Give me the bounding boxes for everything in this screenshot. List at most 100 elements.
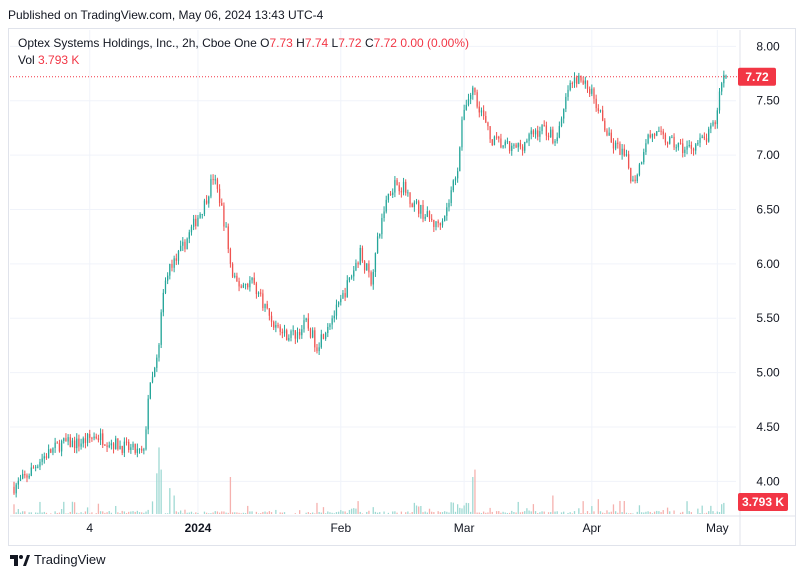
volume-bar <box>240 513 242 514</box>
volume-bar <box>279 512 281 514</box>
chart-frame[interactable] <box>8 28 796 546</box>
candle-body <box>234 275 236 277</box>
volume-bar <box>151 501 154 514</box>
volume-bar <box>167 513 169 514</box>
x-tick-label: May <box>706 521 729 535</box>
volume-bar <box>76 512 78 514</box>
volume-bar <box>238 512 240 514</box>
volume-bar <box>461 508 463 514</box>
symbol-label: Optex Systems Holdings, Inc., 2h, Cboe O… <box>18 36 257 50</box>
candle-body <box>115 438 117 450</box>
candle-body <box>82 438 84 444</box>
volume-bar <box>621 512 623 514</box>
candle-body <box>125 441 128 443</box>
candle-body <box>86 434 89 443</box>
candle-body <box>524 142 526 151</box>
close-label: C <box>364 36 374 50</box>
volume-bar <box>604 513 606 514</box>
candle-body <box>508 141 511 151</box>
candle-body <box>662 131 664 135</box>
candle-body <box>554 141 556 143</box>
candle-body <box>179 245 182 252</box>
candle-body <box>573 77 576 84</box>
volume-bar <box>450 502 452 514</box>
candle-body <box>682 143 684 154</box>
volume-bar <box>283 512 286 514</box>
low-value: 7.72 <box>338 36 362 50</box>
candle-body <box>448 202 450 208</box>
candle-body <box>238 281 240 287</box>
volume-bar <box>242 512 245 514</box>
candle-body <box>415 201 418 203</box>
candle-body <box>225 226 227 228</box>
volume-bar <box>104 512 106 514</box>
candle-body <box>93 436 95 439</box>
volume-bar <box>210 513 212 514</box>
candle-body <box>723 74 725 84</box>
y-tick-label: 6.50 <box>756 202 780 216</box>
candle-body <box>43 456 45 459</box>
candle-body <box>396 180 398 186</box>
volume-bar <box>392 511 394 514</box>
candle-body <box>273 321 275 328</box>
volume-bar <box>502 511 504 514</box>
volume-bar <box>309 513 312 514</box>
candle-body <box>480 110 483 113</box>
footer-brand[interactable]: TradingView <box>10 552 106 567</box>
volume-bar <box>97 503 100 514</box>
volume-bar <box>433 512 435 514</box>
volume-bar <box>203 511 206 514</box>
candle-body <box>589 88 591 94</box>
candle-body <box>333 315 335 319</box>
volume-bar <box>156 473 158 514</box>
volume-bar <box>143 512 145 514</box>
x-tick-label: Feb <box>330 521 351 535</box>
volume-bar <box>630 513 632 514</box>
candle-body <box>675 147 677 149</box>
volume-bar <box>218 512 221 514</box>
volume-bar <box>394 511 396 514</box>
volume-bar <box>632 513 634 514</box>
candle-body <box>454 178 457 181</box>
candle-body <box>411 203 413 208</box>
volume-bar <box>257 513 260 514</box>
volume-bar <box>173 495 175 514</box>
volume-bar <box>160 469 162 514</box>
candle-body <box>601 110 604 121</box>
candle-body <box>41 458 43 462</box>
candle-body <box>541 125 543 132</box>
candle-body <box>697 142 699 145</box>
candle-body <box>636 174 638 182</box>
candle-body <box>660 130 662 132</box>
candle-body <box>530 130 532 135</box>
volume-bar <box>22 511 24 514</box>
volume-bar <box>340 510 342 514</box>
candle-body <box>262 293 264 309</box>
candle-body <box>420 204 422 214</box>
candle-body <box>686 145 688 150</box>
candle-body <box>312 330 314 338</box>
volume-bar <box>374 511 377 514</box>
volume-bar <box>418 506 420 514</box>
volume-bar <box>195 512 197 514</box>
volume-bar <box>69 511 71 514</box>
volume-bar <box>86 507 89 514</box>
volume-bar <box>478 512 480 514</box>
volume-bar <box>465 502 467 514</box>
x-tick-label: Mar <box>454 521 475 535</box>
candle-body <box>459 147 461 172</box>
volume-bar <box>337 511 340 514</box>
volume-bar <box>487 512 489 514</box>
candle-body <box>231 263 234 277</box>
candle-body <box>143 449 145 451</box>
candle-body <box>203 200 206 214</box>
volume-bar <box>528 510 530 514</box>
candle-body <box>493 136 496 146</box>
candle-body <box>322 334 325 339</box>
y-tick-label: 7.00 <box>756 148 780 162</box>
candle-body <box>268 308 271 316</box>
volume-bar <box>467 503 470 514</box>
volume-bar <box>164 513 167 514</box>
candle-body <box>372 271 374 285</box>
